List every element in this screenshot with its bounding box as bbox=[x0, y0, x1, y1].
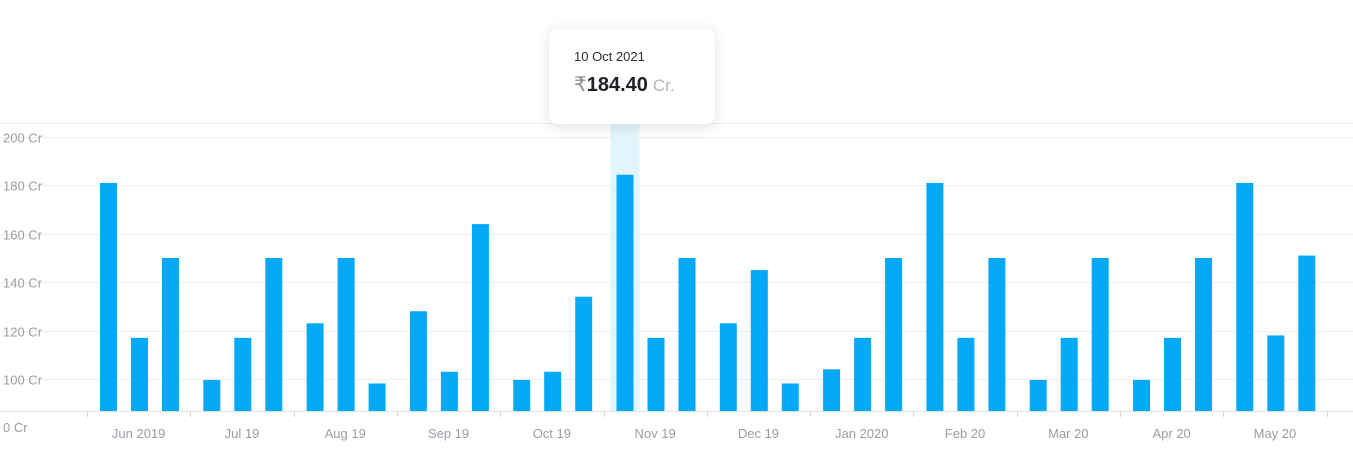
tooltip-date: 10 Oct 2021 bbox=[574, 49, 715, 65]
y-tick-label: 140 Cr bbox=[3, 276, 43, 291]
bar[interactable] bbox=[1061, 338, 1078, 411]
bars bbox=[100, 175, 1315, 411]
bar[interactable] bbox=[751, 270, 768, 411]
bar[interactable] bbox=[720, 323, 737, 411]
x-axis: Jun 2019 Jul 19 Aug 19 Sep 19 Oct 19 Nov 19 De… bbox=[0, 411, 1353, 441]
x-tick-label: May 20 bbox=[1254, 426, 1297, 441]
bar[interactable] bbox=[575, 297, 592, 411]
y-tick-label: 180 Cr bbox=[3, 179, 43, 194]
y-axis: 0 Cr 100 Cr 120 Cr 140 Cr 160 Cr 180 Cr 200 Cr bbox=[3, 131, 43, 436]
x-tick-label: Oct 19 bbox=[533, 426, 571, 441]
x-tick-label: Dec 19 bbox=[738, 426, 779, 441]
tooltip-currency: ₹ bbox=[574, 74, 587, 96]
bar[interactable] bbox=[441, 372, 458, 411]
bar[interactable] bbox=[369, 383, 386, 411]
bar[interactable] bbox=[988, 258, 1005, 411]
bar[interactable] bbox=[307, 323, 324, 411]
x-tick-label: Nov 19 bbox=[635, 426, 676, 441]
bar[interactable] bbox=[234, 338, 251, 411]
y-tick-label: 0 Cr bbox=[3, 420, 28, 435]
y-tick-label: 160 Cr bbox=[3, 228, 43, 243]
bar[interactable] bbox=[1030, 380, 1047, 411]
bar[interactable] bbox=[854, 338, 871, 411]
bar[interactable] bbox=[648, 338, 665, 411]
bar[interactable] bbox=[544, 372, 561, 411]
bar[interactable] bbox=[679, 258, 696, 411]
bar[interactable] bbox=[410, 311, 427, 411]
bar[interactable] bbox=[203, 380, 220, 411]
x-tick-label: Sep 19 bbox=[428, 426, 469, 441]
bar[interactable] bbox=[162, 258, 179, 411]
y-tick-label: 100 Cr bbox=[3, 373, 43, 388]
bar[interactable] bbox=[1298, 256, 1315, 411]
x-tick-label: Apr 20 bbox=[1152, 426, 1190, 441]
bar[interactable] bbox=[885, 258, 902, 411]
y-tick-label: 120 Cr bbox=[3, 325, 43, 340]
bar[interactable] bbox=[472, 224, 489, 411]
tooltip-value-row: ₹184.40 Cr. bbox=[574, 73, 715, 99]
bar[interactable] bbox=[957, 338, 974, 411]
bar[interactable] bbox=[338, 258, 355, 411]
chart-tooltip: 10 Oct 2021 ₹184.40 Cr. bbox=[549, 29, 715, 124]
bar[interactable] bbox=[926, 183, 943, 411]
x-tick-label: Jan 2020 bbox=[835, 426, 889, 441]
bar[interactable] bbox=[782, 383, 799, 411]
bar[interactable] bbox=[1236, 183, 1253, 411]
x-tick-label: Aug 19 bbox=[325, 426, 366, 441]
bar[interactable] bbox=[617, 175, 634, 411]
bar[interactable] bbox=[100, 183, 117, 411]
bar[interactable] bbox=[1267, 335, 1284, 411]
tooltip-unit: Cr. bbox=[653, 76, 675, 95]
bar[interactable] bbox=[513, 380, 530, 411]
x-tick-label: Feb 20 bbox=[945, 426, 985, 441]
bar[interactable] bbox=[1133, 380, 1150, 411]
bar[interactable] bbox=[131, 338, 148, 411]
bar[interactable] bbox=[265, 258, 282, 411]
x-tick-label: Jul 19 bbox=[225, 426, 260, 441]
bar[interactable] bbox=[1092, 258, 1109, 411]
gridlines bbox=[0, 124, 1353, 380]
tooltip-value: 184.40 bbox=[587, 74, 648, 96]
bar[interactable] bbox=[1164, 338, 1181, 411]
bar[interactable] bbox=[1195, 258, 1212, 411]
y-tick-label: 200 Cr bbox=[3, 131, 43, 146]
bar[interactable] bbox=[823, 369, 840, 411]
x-tick-label: Jun 2019 bbox=[112, 426, 166, 441]
x-tick-label: Mar 20 bbox=[1048, 426, 1088, 441]
